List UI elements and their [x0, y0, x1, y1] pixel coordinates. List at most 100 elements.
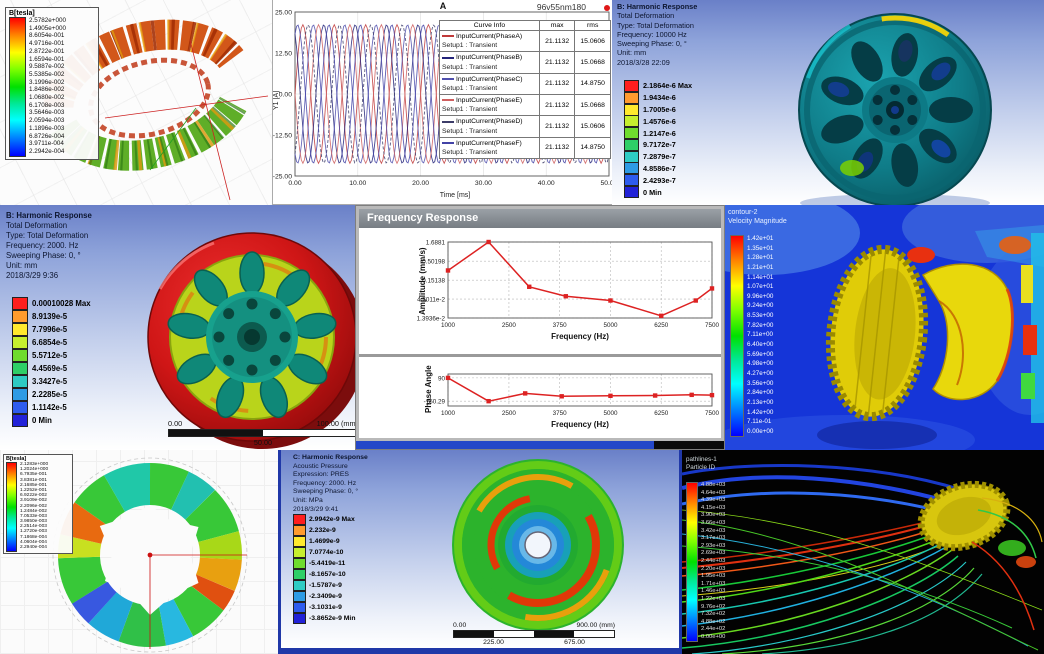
- legend-value: 4.88e+02: [701, 618, 726, 625]
- panel-frequency-response: Frequency Response 1000 2500 3750 5000 6250 7…: [355, 205, 725, 450]
- panel-maxwell-torus: B[tesla] 2.5782e+000 1.4905e+000 8.6054e-0…: [0, 0, 272, 205]
- legend-color-chip: [12, 336, 28, 349]
- header-line: Velocity Magnitude: [728, 218, 787, 226]
- x-tick-label: 20.00: [412, 180, 429, 187]
- header-line: Total Deformation: [617, 11, 675, 21]
- table-row: InputCurrent(PhaseC) Setup1 : Transient …: [439, 72, 611, 96]
- legend-value: 5.5385e-002: [29, 70, 65, 78]
- legend-color-bar: [9, 17, 26, 157]
- legend-value: 6.8726e-004: [29, 132, 65, 140]
- legend-value: 4.64e+03: [701, 489, 726, 496]
- legend-value: 1.14e+01: [747, 273, 774, 281]
- ruler-left-label: 0.00: [453, 622, 467, 629]
- legend-value: 9.76e+02: [701, 603, 726, 610]
- phase-axis-label: Phase Angle: [424, 365, 433, 413]
- header-line: Type: Total Deformation: [617, 20, 694, 30]
- legend-value: 6.7935e-001: [20, 472, 47, 478]
- window-title: Frequency Response: [367, 212, 479, 224]
- legend-label: 3.3427e-5: [32, 377, 68, 386]
- legend-label: 5.5712e-5: [32, 351, 68, 360]
- legend-value: 2.1685e-001: [20, 482, 47, 488]
- legend-values: 1.42e+01 1.35e+01 1.28e+01 1.21e+01 1.14e+01…: [747, 235, 773, 435]
- x-axis-label: Time [ms]: [439, 192, 471, 199]
- legend-color-chip: [293, 525, 306, 536]
- curve-line-sample: [442, 56, 454, 59]
- legend-color-chip: [12, 414, 28, 427]
- legend-entry: 1.4699e-9: [293, 536, 355, 547]
- curve-name: InputCurrent(PhaseA): [456, 33, 523, 40]
- x-tick-label: 2500: [502, 410, 517, 417]
- legend-title: B[tesla]: [6, 456, 27, 462]
- y-tick-label: 1.6881: [426, 240, 446, 247]
- legend-value: 9.5887e-002: [29, 63, 65, 71]
- legend-label: -1.5787e-9: [309, 582, 342, 589]
- legend-value: 2.0594e-003: [29, 117, 65, 125]
- field-legend: B[tesla] 2.1283e+000 1.2024e+000 6.7935e-0…: [3, 454, 73, 554]
- legend-value: 3.90e+03: [701, 512, 726, 519]
- legend-value: 9.24e+00: [747, 302, 774, 310]
- header-line: B: Harmonic Response: [6, 211, 92, 220]
- ruler-q3-label: 675.00: [564, 639, 585, 646]
- frequency-response-charts: 1000 2500 3750 5000 6250 7500 1.6881 0.50198 0.1…: [417, 240, 720, 418]
- legend-value: 4.27e+00: [747, 369, 774, 377]
- y-tick-label: 0.00: [279, 92, 292, 99]
- legend-entry: 7.0774e-10: [293, 547, 355, 558]
- legend-color-chip: [624, 150, 639, 163]
- y-tick-label: 1.3936e-2: [417, 316, 446, 323]
- legend-entry: 1.1142e-5: [12, 401, 91, 414]
- col-curve-info: Curve Info: [439, 20, 540, 31]
- legend-label: 1.4699e-9: [309, 538, 340, 545]
- curve-max: 21.1132: [538, 94, 576, 117]
- legend-value: 1.42e+01: [747, 235, 774, 242]
- scale-ruler: 0.00 100.00 (mm) 50.00: [168, 419, 356, 447]
- velocity-legend: 1.42e+01 1.35e+01 1.28e+01 1.21e+01 1.14e+01…: [730, 235, 773, 437]
- frequency-axis-label: Frequency (Hz): [551, 332, 609, 341]
- panel-cfd-contour: contour-2 Velocity Magnitude 1.42e+01 1.35…: [725, 205, 1044, 450]
- y-tick-label: 90: [438, 375, 446, 382]
- header-line: Unit: MPa: [293, 496, 323, 504]
- bottom-black-segment: [654, 441, 724, 449]
- legend-value: 2.2514e-003: [20, 524, 47, 530]
- legend-label: -3.8652e-9 Min: [309, 615, 356, 622]
- curve-max: 21.1132: [538, 136, 576, 160]
- legend-value: 1.95e+03: [701, 573, 726, 580]
- curve-name: InputCurrent(PhaseE): [456, 97, 523, 105]
- legend-entry: 6.6854e-5: [12, 336, 91, 349]
- legend-entry: 9.7172e-7: [624, 138, 692, 151]
- x-tick-label: 40.00: [538, 180, 555, 187]
- x-tick-label: 10.00: [349, 180, 366, 187]
- wheel-blue-render: [798, 13, 992, 205]
- legend-color-chip: [624, 103, 639, 116]
- legend-entry: -3.1031e-9: [293, 602, 355, 613]
- legend-color-chip: [293, 591, 306, 602]
- legend-label: 1.9434e-6: [643, 93, 676, 103]
- legend-label: -5.4419e-11: [309, 560, 346, 567]
- pathlines-render: [682, 464, 1043, 654]
- curve-line-sample: [442, 99, 454, 102]
- header-line: 2018/3/29 9:41: [293, 505, 339, 513]
- legend-value: 2.5782e+000: [29, 17, 66, 24]
- legend-value: 6.9222e-002: [20, 493, 47, 499]
- legend-value: 2.2942e-004: [29, 147, 65, 155]
- header-line: Sweeping Phase: 0, °: [6, 251, 81, 260]
- y-tick-label: 25.00: [275, 10, 292, 17]
- legend-value: 2.69e+03: [701, 550, 726, 557]
- table-row: InputCurrent(PhaseE) Setup1 : Transient …: [439, 94, 611, 117]
- panel-pathlines: pathlines-1 Particle ID 4.88e+03 4.64e+03 4…: [682, 450, 1044, 654]
- legend-value: 1.2024e+000: [20, 467, 49, 473]
- legend-color-chip: [12, 323, 28, 336]
- legend-value: 3.42e+03: [701, 527, 726, 534]
- legend-entry: 5.5712e-5: [12, 349, 91, 362]
- legend-title: B[tesla]: [9, 10, 35, 17]
- legend-entry: 2.2285e-5: [12, 388, 91, 401]
- ruler-bar: [168, 429, 356, 437]
- curve-line-sample: [442, 77, 454, 80]
- y-tick-label: 0.15138: [422, 278, 445, 285]
- x-tick-label: 2500: [502, 322, 517, 329]
- y-tick-label: -25.00: [273, 174, 292, 181]
- legend-value: 0.00e+00: [701, 633, 726, 640]
- window-titlebar[interactable]: Frequency Response: [359, 209, 721, 228]
- curve-rms: 14.8750: [574, 72, 611, 96]
- pressure-legend: 2.9942e-9 Max 2.232e-9 1.4699e-9 7.0774e…: [293, 514, 355, 624]
